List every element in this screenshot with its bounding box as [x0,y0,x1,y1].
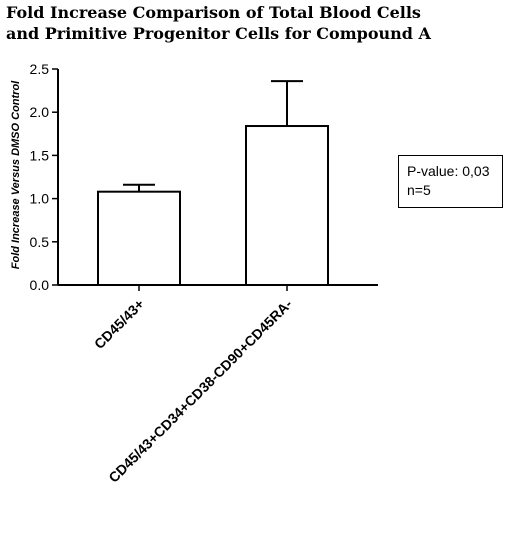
x-tick-labels: CD45/43+CD45/43+CD34+CD38-CD90+CD45RA- [91,296,295,486]
y-tick-label: 0.5 [30,234,50,250]
n-value-text: n=5 [407,182,431,198]
chart-title: Fold Increase Comparison of Total Blood … [6,2,506,44]
x-tick-label: CD45/43+CD34+CD38-CD90+CD45RA- [105,296,295,486]
bar [97,190,181,286]
y-axis-label: Fold Increase Versus DMSO Control [10,80,22,269]
p-value-text: P-value: 0,03 [407,163,490,179]
x-tick-label: CD45/43+ [91,296,147,352]
stats-annotation-box: P-value: 0,03 n=5 [398,155,503,208]
bars [97,80,329,286]
chart-title-line-1: Fold Increase Comparison of Total Blood … [6,3,421,22]
y-tick-label: 2.5 [30,61,50,77]
chart-title-line-2: and Primitive Progenitor Cells for Compo… [6,24,431,43]
y-tick-label: 1.0 [30,191,50,207]
y-tick-label: 0.0 [30,277,50,293]
y-tick-label: 1.5 [30,147,50,163]
bar [245,125,329,286]
y-tick-label: 2.0 [30,104,50,120]
